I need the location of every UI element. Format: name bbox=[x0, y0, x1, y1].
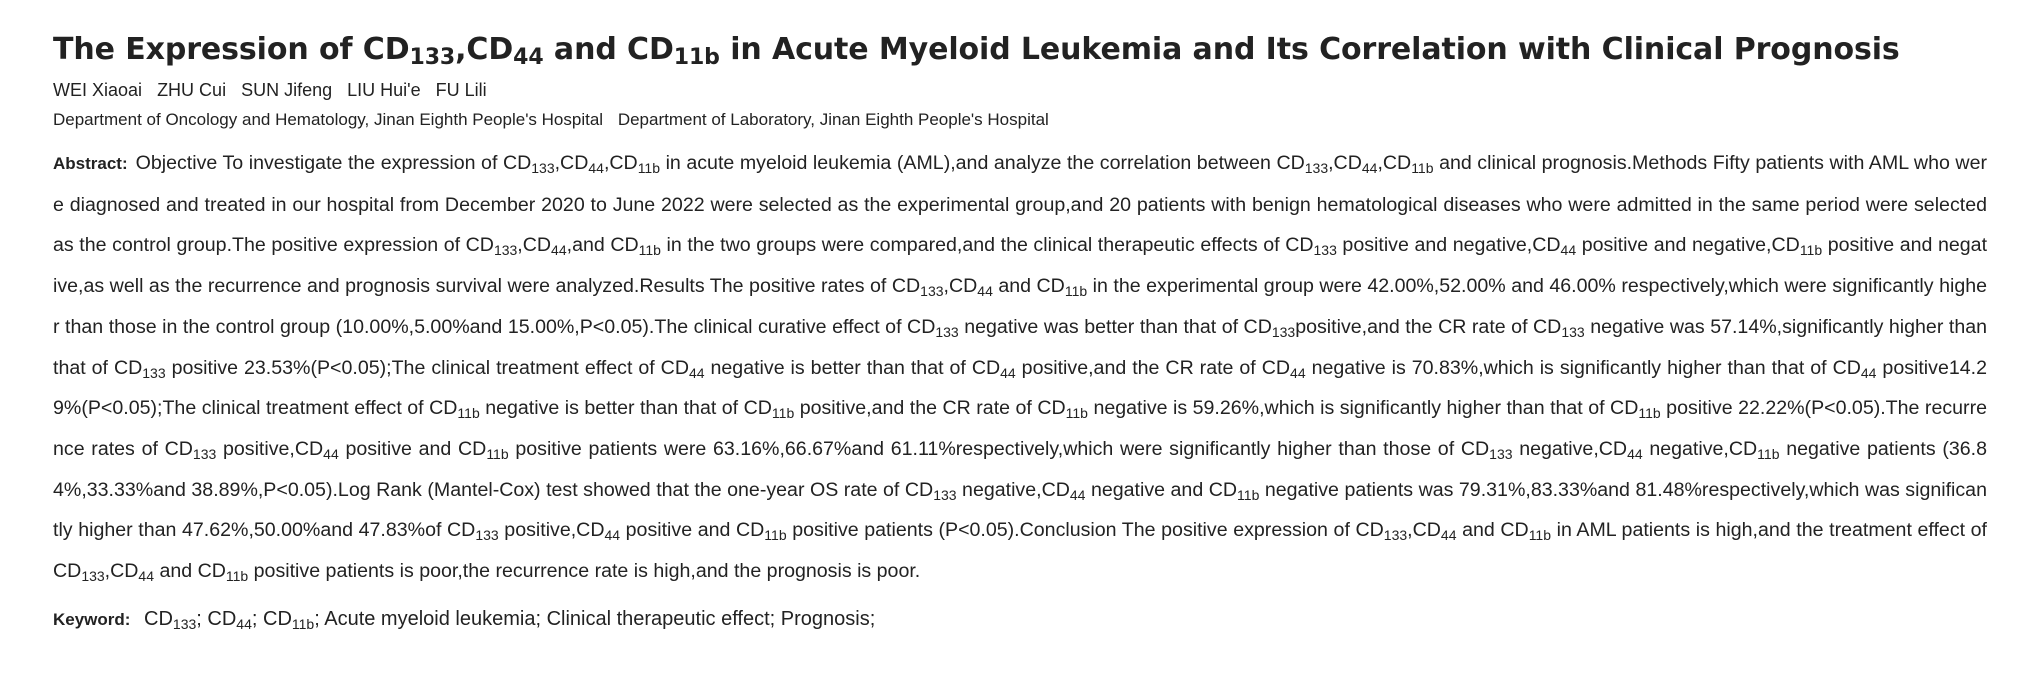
subscript: 44 bbox=[1069, 486, 1086, 503]
subscript: 11b bbox=[291, 615, 315, 632]
subscript: 44 bbox=[1361, 160, 1378, 176]
subscript: 133 bbox=[475, 527, 499, 544]
keyword-label: Keyword: bbox=[53, 609, 131, 629]
subscript: 11b bbox=[486, 445, 509, 462]
abstract-section: Abstract: Objective To investigate the ex… bbox=[53, 143, 1987, 592]
subscript: 133 bbox=[1561, 323, 1585, 340]
organization-link[interactable]: Department of Laboratory, Jinan Eighth P… bbox=[617, 110, 1049, 129]
author-link[interactable]: FU Lili bbox=[435, 80, 487, 100]
subscript: 11b bbox=[764, 527, 787, 544]
author-link[interactable]: SUN Jifeng bbox=[241, 80, 333, 100]
subscript: 44 bbox=[551, 242, 567, 259]
subscript: 133 bbox=[142, 364, 166, 381]
subscript: 133 bbox=[192, 445, 217, 462]
subscript: 11b bbox=[1411, 160, 1434, 176]
subscript: 44 bbox=[138, 568, 154, 585]
keyword-link[interactable]: CD133; bbox=[144, 607, 202, 632]
subscript: 133 bbox=[409, 45, 456, 70]
abstract-label: Abstract: bbox=[53, 154, 128, 173]
author-link[interactable]: LIU Hui'e bbox=[347, 80, 421, 100]
subscript: 11b bbox=[637, 160, 661, 176]
subscript: 44 bbox=[588, 160, 604, 176]
subscript: 133 bbox=[493, 242, 518, 259]
subscript: 44 bbox=[1560, 242, 1577, 259]
keyword-list: CD133; CD44; CD11b; Acute myeloid leukem… bbox=[144, 607, 876, 632]
subscript: 44 bbox=[604, 527, 621, 544]
subscript: 44 bbox=[1627, 445, 1643, 462]
subscript: 44 bbox=[688, 364, 705, 381]
subscript: 133 bbox=[1489, 445, 1513, 462]
subscript: 133 bbox=[933, 486, 957, 503]
subscript: 44 bbox=[236, 615, 252, 632]
keyword-link[interactable]: CD44; bbox=[207, 607, 258, 632]
subscript: 11b bbox=[1638, 405, 1661, 422]
abstract-text: Objective To investigate the expression … bbox=[53, 152, 1988, 585]
subscript: 133 bbox=[1313, 242, 1337, 259]
subscript: 44 bbox=[1290, 364, 1306, 381]
keyword-section: Keyword: CD133; CD44; CD11b; Acute myelo… bbox=[53, 599, 1987, 640]
keyword-link[interactable]: Prognosis; bbox=[780, 607, 876, 630]
subscript: 44 bbox=[323, 445, 339, 462]
keyword-link[interactable]: Acute myeloid leukemia; bbox=[324, 607, 542, 630]
article-title: The Expression of CD133,CD44 and CD11b i… bbox=[53, 32, 1900, 70]
subscript: 11b bbox=[457, 405, 480, 422]
subscript: 11b bbox=[1757, 445, 1780, 462]
subscript: 11b bbox=[1065, 405, 1088, 422]
author-link[interactable]: WEI Xiaoai bbox=[53, 80, 143, 100]
subscript: 11b bbox=[673, 45, 720, 70]
organization-list: Department of Oncology and Hematology, J… bbox=[53, 106, 1987, 134]
subscript: 44 bbox=[1440, 527, 1457, 544]
subscript: 133 bbox=[531, 160, 555, 176]
subscript: 44 bbox=[1860, 364, 1877, 381]
subscript: 11b bbox=[638, 242, 661, 259]
subscript: 133 bbox=[1304, 160, 1329, 176]
subscript: 11b bbox=[1528, 527, 1552, 544]
subscript: 11b bbox=[1064, 283, 1088, 300]
article-abstract-page: The Expression of CD133,CD44 and CD11b i… bbox=[53, 32, 1987, 640]
subscript: 44 bbox=[977, 283, 993, 300]
subscript: 44 bbox=[1000, 364, 1016, 381]
organization-link[interactable]: Department of Oncology and Hematology, J… bbox=[53, 110, 604, 129]
subscript: 11b bbox=[1799, 242, 1823, 259]
subscript: 11b bbox=[225, 568, 249, 585]
subscript: 44 bbox=[513, 45, 544, 70]
keyword-link[interactable]: CD11b; bbox=[263, 607, 320, 632]
subscript: 133 bbox=[935, 323, 959, 340]
author-list: WEI Xiaoai ZHU Cui SUN Jifeng LIU Hui'e … bbox=[53, 76, 1987, 104]
subscript: 133 bbox=[1383, 527, 1408, 544]
subscript: 133 bbox=[172, 615, 197, 632]
keyword-link[interactable]: Clinical therapeutic effect; bbox=[546, 607, 776, 630]
author-link[interactable]: ZHU Cui bbox=[157, 80, 227, 100]
subscript: 11b bbox=[1237, 486, 1260, 503]
subscript: 133 bbox=[1271, 323, 1296, 340]
subscript: 11b bbox=[771, 405, 795, 422]
subscript: 133 bbox=[920, 283, 944, 300]
subscript: 133 bbox=[81, 568, 105, 585]
